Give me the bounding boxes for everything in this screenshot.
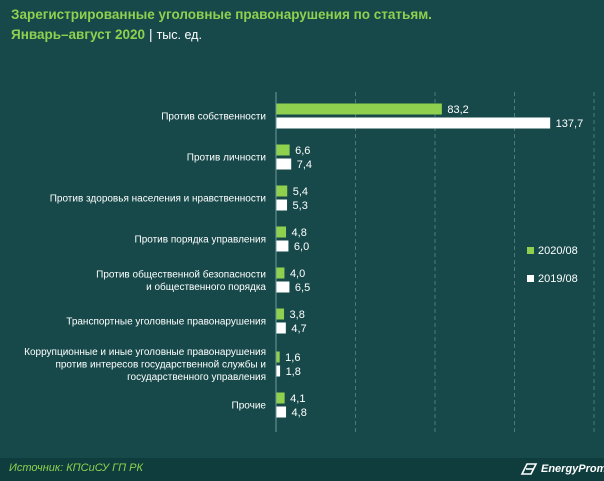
legend-label: 2020/08	[538, 245, 578, 257]
bar-2020-08	[276, 144, 290, 156]
bar-2020-08	[276, 267, 285, 279]
category-label-line: Коррупционные и иные уголовные правонару…	[24, 347, 266, 358]
category-label-line: Против личности	[187, 153, 266, 164]
category-label: Против личности	[187, 153, 266, 164]
category-label: Против здоровья населения и нравственнос…	[50, 194, 266, 205]
energyprom-logo-icon	[520, 463, 538, 475]
source-note: Источник: КПСиСУ ГП РК	[9, 462, 143, 474]
data-label: 83,2	[447, 104, 468, 116]
data-label: 6,0	[294, 241, 309, 253]
data-label: 6,5	[295, 282, 310, 294]
category-label: Транспортные уголовные правонарушения	[66, 317, 266, 328]
bar-2020-08	[276, 185, 288, 197]
bar-2020-08	[276, 351, 280, 363]
bar-2019-08	[276, 240, 289, 252]
data-label: 1,8	[286, 366, 301, 378]
category-label-line: Транспортные уголовные правонарушения	[66, 317, 266, 328]
brand-name: EnergyProm	[541, 463, 604, 475]
data-labels: 83,2 137,7 6,6 7,4 5,4 5,3 4,8 6,0 4,0 6,5 3,8 4,7 1…	[285, 104, 583, 419]
data-label: 3,8	[290, 309, 305, 321]
bar-2019-08	[276, 322, 286, 334]
bar-2019-08	[276, 117, 551, 129]
data-label: 5,3	[293, 200, 308, 212]
category-label: Коррупционные и иные уголовные правонару…	[24, 347, 266, 383]
footer-bar: Источник: КПСиСУ ГП РК EnergyProm	[0, 458, 604, 481]
category-label: Против общественной безопасности и общест…	[96, 268, 266, 293]
bar-chart: Против собственности Против личности Проти…	[24, 92, 595, 432]
chart-bars	[276, 103, 551, 418]
bar-2020-08	[276, 392, 285, 404]
data-label: 6,6	[295, 145, 310, 157]
category-label-line: Прочие	[232, 401, 267, 412]
title-separator: |	[149, 27, 153, 42]
category-label-line: Против порядка управления	[135, 235, 267, 246]
bar-2019-08	[276, 158, 292, 170]
data-label: 4,8	[292, 407, 307, 419]
chart-period: Январь–август 2020	[11, 27, 146, 42]
category-label-line: и общественного порядка	[146, 281, 266, 293]
bar-2020-08	[276, 103, 442, 115]
data-label: 4,7	[291, 323, 306, 335]
data-label: 4,1	[290, 393, 305, 405]
category-label: Против порядка управления	[135, 235, 267, 246]
category-labels: Против собственности Против личности Проти…	[24, 111, 266, 412]
category-label-line: государственного управления	[127, 372, 266, 383]
legend-label: 2019/08	[538, 273, 578, 285]
data-label: 7,4	[297, 159, 312, 171]
bar-2020-08	[276, 226, 287, 238]
data-label: 4,0	[290, 268, 305, 280]
chart-title: Зарегистрированные уголовные правонаруше…	[11, 7, 432, 22]
data-label: 4,8	[292, 227, 307, 239]
bar-2019-08	[276, 406, 287, 418]
data-label: 5,4	[293, 186, 308, 198]
brand-logo: EnergyProm	[520, 461, 604, 477]
bar-2019-08	[276, 199, 288, 211]
chart-unit: тыс. ед.	[156, 28, 202, 42]
chart-legend: 2020/08 2019/08	[527, 245, 578, 285]
legend-swatch	[527, 247, 534, 254]
data-label: 137,7	[556, 118, 584, 130]
bar-2019-08	[276, 365, 281, 377]
category-label: Против собственности	[161, 111, 266, 123]
bar-2019-08	[276, 281, 290, 293]
category-label-line: против интересов государственной службы …	[55, 359, 266, 371]
category-label-line: Против общественной безопасности	[96, 268, 266, 280]
chart-subtitle: Январь–август 2020 | тыс. ед.	[11, 27, 202, 42]
data-label: 1,6	[285, 352, 300, 364]
category-label-line: Против здоровья населения и нравственнос…	[50, 194, 266, 205]
legend-swatch	[527, 275, 534, 282]
category-label: Прочие	[232, 401, 267, 412]
category-label-line: Против собственности	[161, 111, 266, 123]
bar-2020-08	[276, 308, 285, 320]
chart-gridlines	[355, 92, 595, 432]
